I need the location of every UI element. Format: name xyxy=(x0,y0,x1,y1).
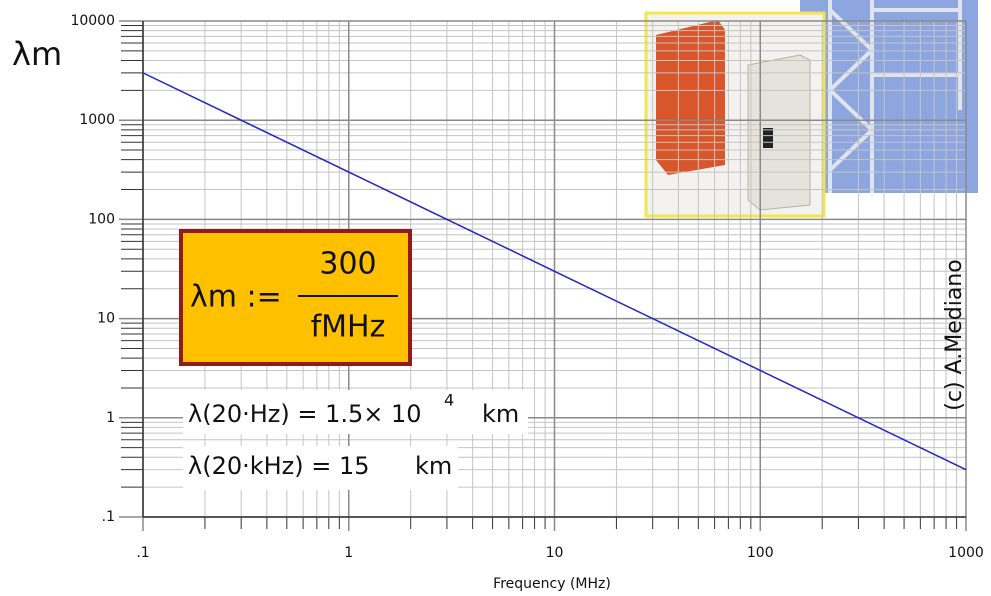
y-tick-label: .1 xyxy=(102,509,115,525)
y-tick-label: 10000 xyxy=(70,13,115,29)
photos xyxy=(646,0,978,216)
formula-denominator: fMHz xyxy=(311,310,386,345)
annotation-unit: km xyxy=(415,452,452,480)
x-tick-label: 10 xyxy=(546,545,564,561)
annotation: λ(20·kHz) = 15 xyxy=(188,452,370,480)
annotation-superscript: 4 xyxy=(444,391,454,410)
chart: .11101001000.1110100100010000 λm := 300 … xyxy=(0,0,991,596)
y-tick-label: 10 xyxy=(97,311,115,327)
tower-photo xyxy=(800,0,978,193)
formula-lhs: λm := xyxy=(190,280,282,315)
annotation-unit: km xyxy=(482,400,519,428)
credit: (c) A.Mediano xyxy=(942,259,967,410)
y-tick-label: 100 xyxy=(88,211,115,227)
x-tick-label: 100 xyxy=(747,545,774,561)
lock xyxy=(763,128,773,148)
x-tick-label: .1 xyxy=(136,545,149,561)
formula-numerator: 300 xyxy=(319,247,376,282)
x-tick-label: 1 xyxy=(344,545,353,561)
y-tick-label: 1 xyxy=(106,410,115,426)
y-axis-label: λm xyxy=(12,35,62,73)
y-tick-label: 1000 xyxy=(79,112,115,128)
white-cabinet xyxy=(748,55,810,210)
x-tick-label: 1000 xyxy=(948,545,984,561)
annotation: λ(20·Hz) = 1.5× 10 xyxy=(188,400,422,428)
x-axis-label: Frequency (MHz) xyxy=(493,576,611,592)
